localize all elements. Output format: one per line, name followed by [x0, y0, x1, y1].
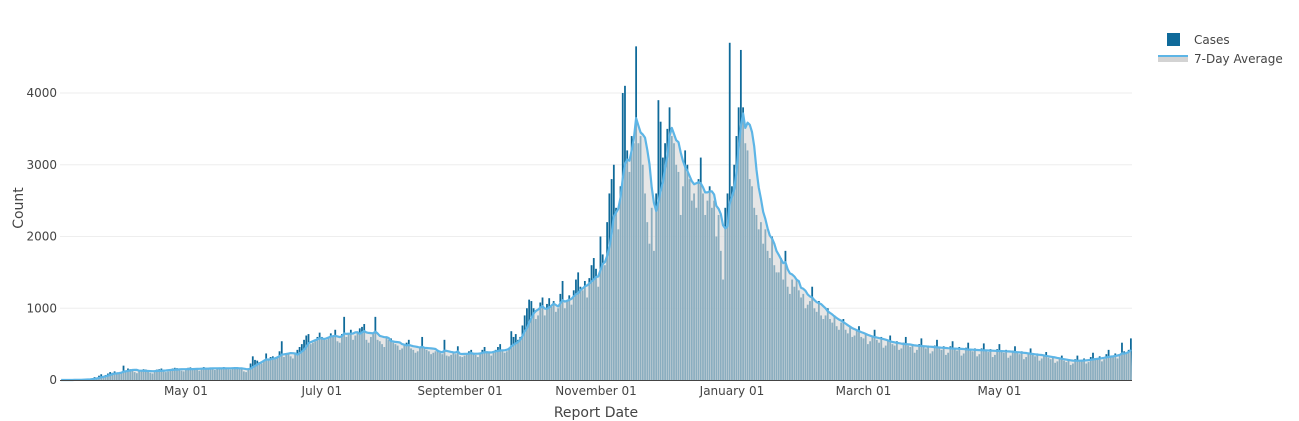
x-tick-label: July 01	[301, 384, 343, 398]
seven-day-average	[60, 112, 1132, 382]
y-axis-ticks: 0 1000 2000 3000 4000	[26, 86, 57, 387]
y-tick-label: 2000	[26, 230, 57, 244]
y-tick-label: 4000	[26, 86, 57, 100]
y-tick-label: 1000	[26, 301, 57, 315]
x-tick-label: May 01	[977, 384, 1021, 398]
average-area	[60, 113, 1132, 380]
x-axis-title: Report Date	[554, 405, 638, 421]
y-tick-label: 3000	[26, 158, 57, 172]
legend-item-cases[interactable]: Cases	[1167, 33, 1230, 47]
x-tick-label: May 01	[164, 384, 208, 398]
x-tick-label: March 01	[836, 384, 892, 398]
legend: Cases 7-Day Average	[1158, 33, 1283, 66]
x-tick-label: January 01	[699, 384, 765, 398]
legend-item-7-day-average[interactable]: 7-Day Average	[1158, 52, 1283, 66]
average-line	[61, 112, 1132, 382]
average-swatch-icon	[1158, 56, 1188, 62]
legend-label-cases: Cases	[1194, 33, 1230, 47]
legend-label-7-day-average: 7-Day Average	[1194, 52, 1283, 66]
y-axis-title: Count	[11, 187, 27, 229]
x-tick-label: November 01	[555, 384, 637, 398]
x-tick-label: September 01	[417, 384, 502, 398]
x-axis-ticks: May 01 July 01 September 01 November 01 Janu…	[164, 384, 1021, 398]
cases-swatch-icon	[1167, 33, 1180, 46]
y-tick-label: 0	[49, 373, 57, 387]
